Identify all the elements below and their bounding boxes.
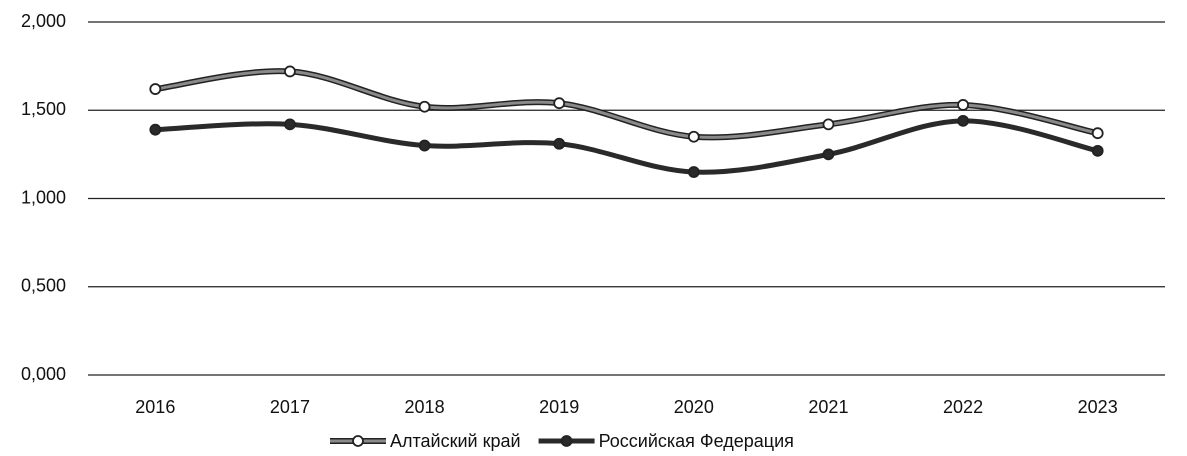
y-tick-label: 1,500 [21,99,66,119]
marker [284,118,296,131]
marker [1091,127,1104,140]
x-tick-label: 2021 [808,397,848,417]
marker [149,123,162,136]
x-tick-label: 2023 [1078,397,1118,417]
x-tick-label: 2017 [270,397,310,417]
marker [553,97,566,110]
y-tick-label: 1,000 [21,187,66,207]
legend-label: Российская Федерация [599,431,794,451]
marker [553,137,566,150]
marker [687,130,700,143]
y-tick-label: 0,000 [21,364,66,384]
marker [418,139,431,152]
marker [284,65,296,78]
marker [687,166,700,178]
x-tick-label: 2019 [539,397,579,417]
marker [957,114,969,127]
line [155,118,1099,175]
marker [1091,144,1104,157]
y-tick-label: 2,000 [21,11,66,31]
y-tick-label: 0,500 [21,276,66,296]
marker [822,118,835,131]
legend-marker [560,435,573,447]
x-tick-label: 2016 [135,397,175,417]
legend-marker [352,435,364,447]
x-tick-label: 2018 [405,397,445,417]
marker [822,148,835,161]
marker [149,83,162,95]
marker [418,100,431,113]
x-tick-label: 2022 [943,397,983,417]
x-tick-label: 2020 [674,397,714,417]
line [155,69,1098,139]
marker [957,99,969,111]
legend-label: Алтайский край [390,431,521,451]
